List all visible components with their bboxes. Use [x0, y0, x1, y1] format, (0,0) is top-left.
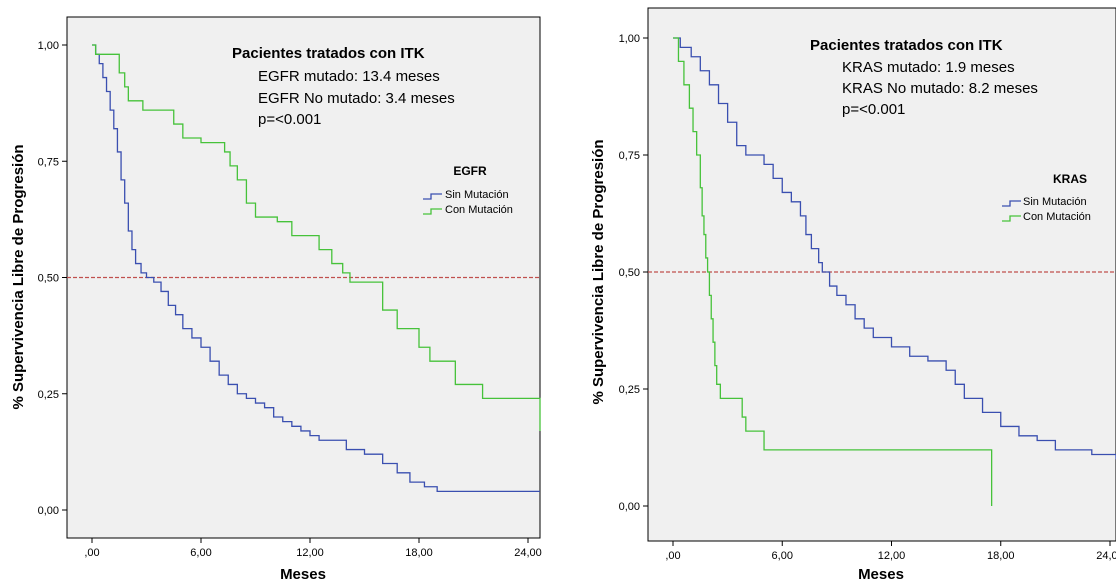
annotation-line-1: EGFR mutado: 13.4 meses	[258, 68, 440, 85]
x-tick-label: 24,00	[1096, 550, 1116, 562]
legend-title: EGFR	[453, 164, 487, 178]
chart-kras: ,00 6,00 12,00 18,00 24,00 0,00 0,25 0,50 0,75 1,…	[590, 7, 1116, 583]
con-mutacion-curve	[92, 44, 541, 431]
chart-egfr: ,00 6,00 12,00 18,00 24,00 0,00 0,25 0,50 0,75 1,…	[10, 16, 542, 583]
x-tick-label: ,00	[665, 550, 680, 562]
annotation-title: Pacientes tratados con ITK	[232, 45, 425, 62]
plot-area	[647, 7, 1116, 542]
y-tick-label: 1,00	[38, 40, 59, 52]
y-tick-label: 1,00	[619, 33, 640, 45]
y-tick-label: 0,75	[38, 156, 59, 168]
x-tick-label: ,00	[84, 547, 99, 559]
x-tick-label: 6,00	[190, 547, 211, 559]
legend-label-con-mutacion: Con Mutación	[1023, 211, 1091, 223]
y-tick-label: 0,00	[38, 505, 59, 517]
y-tick-label: 0,50	[619, 267, 640, 279]
y-axis-label: % Supervivencia Libre de Progresión	[10, 144, 27, 409]
annotation-line-2: EGFR No mutado: 3.4 meses	[258, 90, 455, 107]
sin-mutacion-curve	[92, 44, 540, 493]
x-axis-label: Meses	[858, 566, 904, 583]
x-tick-label: 12,00	[296, 547, 324, 559]
x-tick-label: 12,00	[878, 550, 906, 562]
x-axis-label: Meses	[280, 566, 326, 583]
annotation-title: Pacientes tratados con ITK	[810, 37, 1003, 54]
legend-swatch-con-mutacion	[1002, 215, 1021, 222]
y-tick-label: 0,75	[619, 150, 640, 162]
x-tick-label: 18,00	[405, 547, 433, 559]
legend-swatch-sin-mutacion	[1002, 200, 1021, 207]
x-tick-label: 24,00	[514, 547, 542, 559]
annotation-line-1: KRAS mutado: 1.9 meses	[842, 59, 1015, 76]
y-tick-label: 0,00	[619, 501, 640, 513]
con-mutacion-curve	[673, 37, 993, 506]
sin-mutacion-curve	[673, 37, 1116, 460]
x-tick-label: 18,00	[987, 550, 1015, 562]
x-tick-label: 6,00	[772, 550, 793, 562]
legend-label-con-mutacion: Con Mutación	[445, 204, 513, 216]
annotation-line-2: KRAS No mutado: 8.2 meses	[842, 80, 1038, 97]
y-axis-label: % Supervivencia Libre de Progresión	[590, 139, 607, 404]
annotation-line-3: p=<0.001	[258, 111, 321, 128]
legend-swatch-sin-mutacion	[423, 193, 442, 200]
legend-swatch-con-mutacion	[423, 208, 442, 215]
annotation-line-3: p=<0.001	[842, 101, 905, 118]
y-tick-label: 0,25	[38, 389, 59, 401]
y-tick-label: 0,50	[38, 273, 59, 285]
legend-label-sin-mutacion: Sin Mutación	[1023, 196, 1087, 208]
y-tick-label: 0,25	[619, 384, 640, 396]
legend-title: KRAS	[1053, 172, 1087, 186]
legend-label-sin-mutacion: Sin Mutación	[445, 189, 509, 201]
